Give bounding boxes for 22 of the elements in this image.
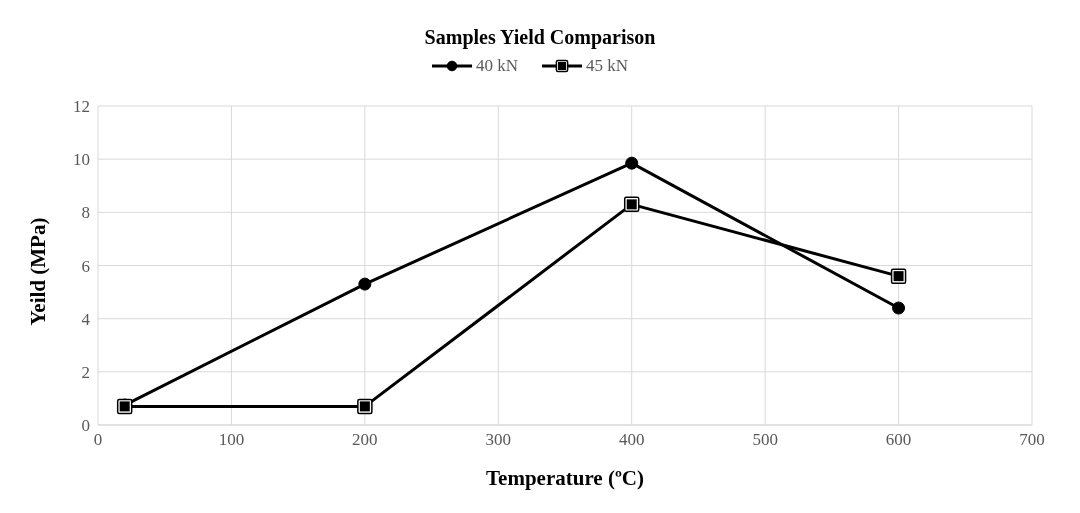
x-tick-label: 400: [618, 430, 645, 450]
x-tick-label: 600: [885, 430, 912, 450]
y-tick-label: 4: [81, 309, 91, 329]
y-tick-label: 6: [81, 256, 90, 276]
x-tick-label: 700: [1019, 430, 1045, 450]
x-tick-label: 500: [752, 430, 778, 450]
y-tick-label: 12: [73, 97, 90, 117]
legend-label: 45 kN: [585, 56, 629, 76]
legend-label: 40 kN: [474, 56, 518, 76]
point: [625, 156, 639, 170]
y-tick-label: 0: [81, 416, 90, 436]
x-tick-label: 200: [352, 430, 378, 450]
chart-title: Samples Yield Comparison: [423, 25, 657, 51]
y-tick-label: 8: [81, 203, 90, 223]
y-tick-label: 2: [81, 362, 90, 382]
y-tick-label: 10: [73, 150, 90, 170]
x-tick-label: 100: [218, 430, 245, 450]
point: [892, 301, 906, 315]
point: [358, 277, 372, 291]
x-tick-label: 300: [485, 430, 512, 450]
y-axis-title: Yeild (MPa): [26, 217, 51, 326]
x-axis-title: Temperature (ºC): [486, 466, 644, 490]
